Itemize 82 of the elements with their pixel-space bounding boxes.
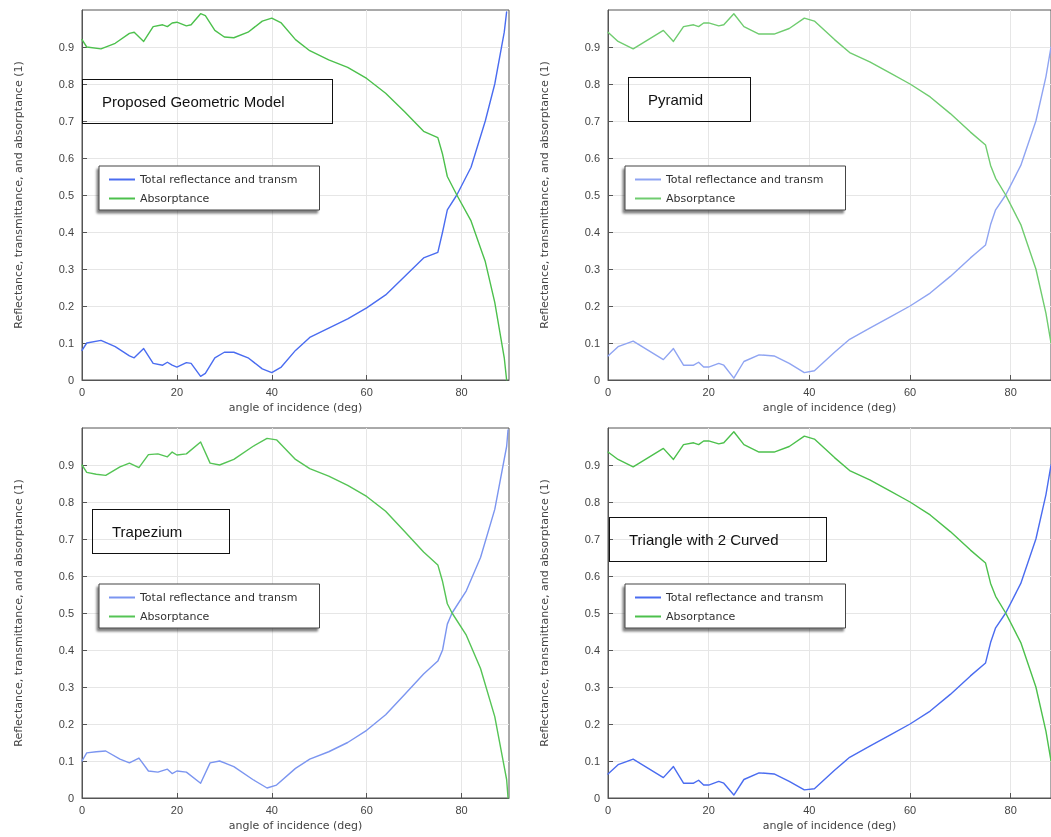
y-tick-label: 0.2 (584, 300, 600, 312)
x-tick-label: 20 (170, 385, 184, 398)
y-axis-title: Reflectance, transmittance, and absorptance (1) (538, 479, 551, 747)
y-tick-label: 0.3 (58, 263, 74, 275)
y-tick-label: 0.3 (58, 681, 74, 693)
y-tick-label: 0.8 (584, 78, 600, 90)
y-tick-label: 0.2 (58, 718, 74, 730)
y-tick-label: 0 (67, 792, 74, 804)
x-tick-label: 80 (455, 803, 468, 816)
x-tick-label: 60 (360, 385, 373, 398)
y-tick-label: 0.7 (584, 115, 600, 127)
legend-label: Absorptance (140, 610, 210, 623)
y-tick-label: 0 (67, 374, 74, 386)
x-tick-label: 40 (265, 385, 278, 398)
y-tick-label: 0.2 (58, 300, 74, 312)
line-series (607, 13, 1051, 344)
y-tick-label: 0.6 (58, 570, 74, 582)
y-tick-label: 0.6 (58, 152, 74, 164)
y-tick-label: 0.6 (584, 152, 600, 164)
x-tick-label: 40 (803, 803, 816, 816)
legend-label: Absorptance (140, 192, 210, 205)
x-tick-label: 20 (702, 803, 715, 816)
x-axis-title: angle of incidence (deg) (228, 400, 363, 414)
y-tick-label: 0.5 (58, 189, 74, 201)
x-tick-label: 40 (265, 803, 278, 816)
y-tick-label: 0.9 (58, 459, 74, 471)
y-tick-label: 0.9 (58, 41, 74, 53)
legend-label: Total reflectance and transm (665, 591, 824, 604)
x-axis-title: angle of incidence (deg) (762, 818, 897, 832)
x-tick-label: 80 (455, 385, 468, 398)
y-tick-label: 0.8 (58, 78, 74, 90)
y-tick-label: 0.4 (584, 644, 600, 656)
y-tick-label: 0.7 (58, 115, 74, 127)
line-series (607, 431, 1051, 762)
x-axis-title: angle of incidence (deg) (228, 818, 363, 832)
x-tick-label: 60 (903, 803, 917, 816)
y-tick-label: 0.9 (584, 459, 600, 471)
x-tick-label: 40 (803, 385, 816, 398)
y-tick-label: 0.6 (584, 570, 600, 582)
text: Triangle with 2 Curved (629, 531, 779, 548)
x-tick-label: 60 (903, 385, 917, 398)
y-axis-title: Reflectance, transmittance, and absorptance (1) (538, 61, 551, 329)
x-axis-title: angle of incidence (deg) (762, 400, 897, 414)
y-tick-label: 0.8 (584, 496, 600, 508)
x-tick-label: 0 (604, 803, 612, 816)
y-tick-label: 0.9 (584, 41, 600, 53)
y-tick-label: 0.7 (58, 533, 74, 545)
x-tick-label: 60 (360, 803, 373, 816)
legend-label: Total reflectance and transm (139, 173, 298, 186)
y-tick-label: 0.8 (58, 496, 74, 508)
text: Trapezium (112, 523, 183, 540)
y-tick-label: 0.2 (584, 718, 600, 730)
y-tick-label: 0.1 (584, 337, 600, 349)
text: Pyramid (648, 91, 704, 108)
y-tick-label: 0 (593, 374, 600, 386)
legend-label: Total reflectance and transm (139, 591, 298, 604)
legend-label: Absorptance (666, 610, 736, 623)
x-tick-label: 0 (78, 385, 86, 398)
x-tick-label: 20 (702, 385, 715, 398)
x-tick-label: 80 (1004, 385, 1017, 398)
y-tick-label: 0.7 (584, 533, 600, 545)
y-axis-title: Reflectance, transmittance, and absorptance (1) (12, 479, 25, 747)
y-tick-label: 0.4 (584, 226, 600, 238)
x-tick-label: 80 (1004, 803, 1017, 816)
y-tick-label: 0.1 (584, 755, 600, 767)
y-tick-label: 0.4 (58, 226, 74, 238)
y-tick-label: 0.1 (58, 337, 74, 349)
y-tick-label: 0.3 (584, 681, 600, 693)
text: Proposed Geometric Model (102, 93, 285, 110)
x-tick-label: 0 (604, 385, 612, 398)
x-tick-label: 20 (170, 803, 184, 816)
y-tick-label: 0.1 (58, 755, 74, 767)
y-tick-label: 0.5 (584, 189, 600, 201)
legend-label: Absorptance (666, 192, 736, 205)
legend-label: Total reflectance and transm (665, 173, 824, 186)
y-axis-title: Reflectance, transmittance, and absorptance (1) (12, 61, 25, 329)
y-tick-label: 0.4 (58, 644, 74, 656)
x-tick-label: 0 (78, 803, 86, 816)
y-tick-label: 0.5 (584, 607, 600, 619)
y-tick-label: 0.3 (584, 263, 600, 275)
y-tick-label: 0 (593, 792, 600, 804)
y-tick-label: 0.5 (58, 607, 74, 619)
